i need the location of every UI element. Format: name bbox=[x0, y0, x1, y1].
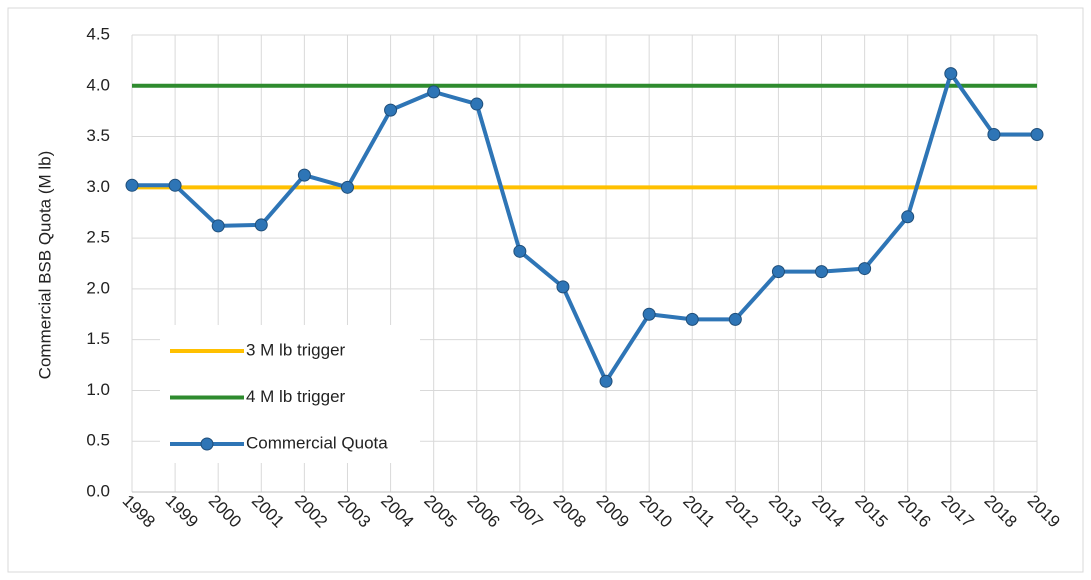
data-point bbox=[642, 307, 656, 321]
data-point bbox=[1030, 128, 1044, 142]
legend-label: 4 M lb trigger bbox=[246, 387, 346, 406]
data-point bbox=[384, 103, 398, 117]
legend: 3 M lb trigger 4 M lb trigger Commercial Q… bbox=[160, 325, 420, 463]
data-point bbox=[211, 219, 225, 233]
y-tick-label: 3.0 bbox=[86, 177, 110, 196]
y-tick-label: 0.5 bbox=[86, 431, 110, 450]
data-point bbox=[815, 265, 829, 279]
y-tick-label: 4.5 bbox=[86, 24, 110, 43]
data-point bbox=[254, 218, 268, 232]
legend-marker bbox=[200, 437, 214, 451]
legend-label: Commercial Quota bbox=[246, 433, 388, 452]
chart-frame bbox=[7, 7, 1084, 573]
y-tick-label: 1.0 bbox=[86, 380, 110, 399]
data-point bbox=[125, 178, 139, 192]
y-axis-title: Commercial BSB Quota (M lb) bbox=[35, 151, 54, 380]
data-point bbox=[513, 244, 527, 258]
y-tick-label: 0.0 bbox=[86, 481, 110, 500]
data-point bbox=[556, 280, 570, 294]
data-point bbox=[944, 67, 958, 81]
y-tick-label: 4.0 bbox=[86, 75, 110, 94]
data-point bbox=[168, 178, 182, 192]
data-point bbox=[771, 265, 785, 279]
data-point bbox=[685, 312, 699, 326]
data-point bbox=[901, 210, 915, 224]
data-point bbox=[858, 262, 872, 276]
y-tick-label: 3.5 bbox=[86, 126, 110, 145]
data-point bbox=[599, 374, 613, 388]
data-point bbox=[728, 312, 742, 326]
data-point bbox=[470, 97, 484, 111]
legend-label: 3 M lb trigger bbox=[246, 340, 346, 359]
data-point bbox=[987, 128, 1001, 142]
y-tick-label: 1.5 bbox=[86, 329, 110, 348]
series-line bbox=[132, 71, 1037, 384]
y-tick-label: 2.5 bbox=[86, 228, 110, 247]
data-point bbox=[427, 85, 441, 99]
data-point bbox=[340, 180, 354, 194]
data-point bbox=[297, 168, 311, 182]
y-tick-label: 2.0 bbox=[86, 278, 110, 297]
